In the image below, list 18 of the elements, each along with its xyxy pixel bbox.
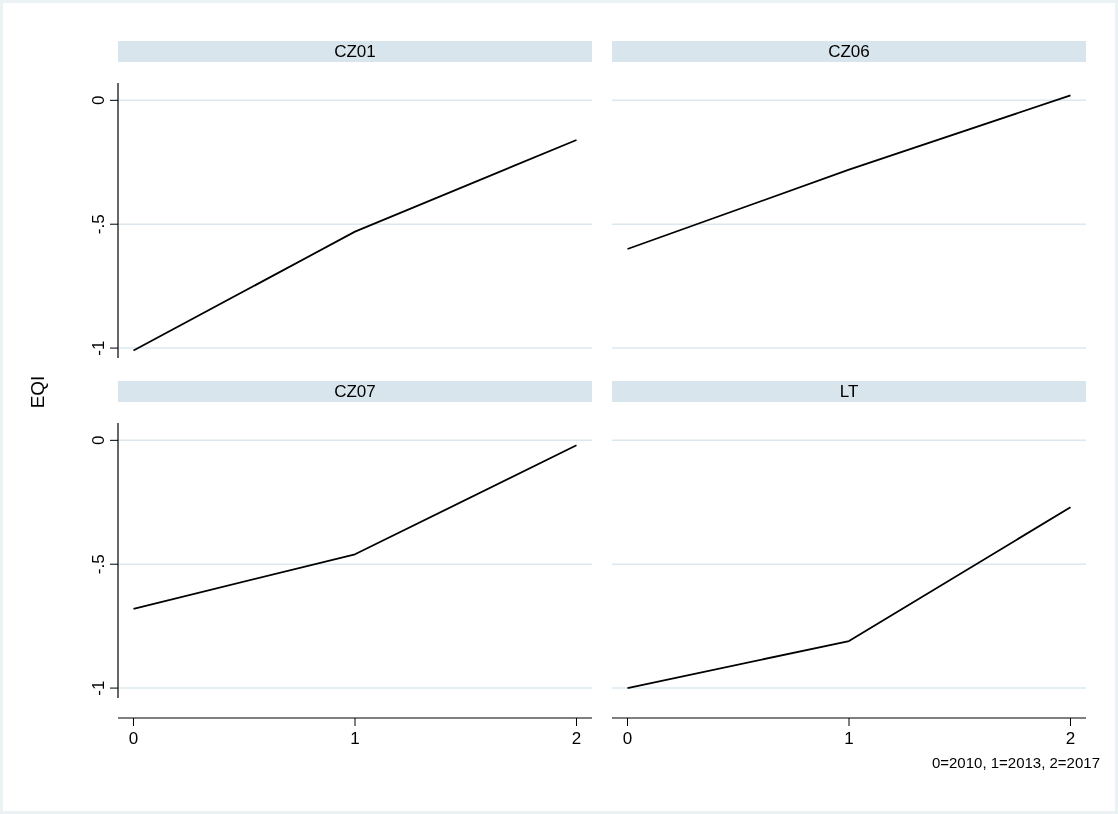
chart-title: CZ01 [334, 42, 376, 61]
x-tick-label: 2 [571, 729, 582, 748]
text: 0=2010, 1=2013, 2=2017 [931, 754, 1100, 771]
y-axis-title: EQI [27, 375, 48, 409]
x-tick-label: 1 [350, 729, 360, 748]
y-tick-label: -.5 [89, 214, 108, 235]
chart-title: CZ06 [828, 42, 870, 61]
chart-title: LT [839, 382, 859, 401]
x-tick-label: 1 [844, 729, 854, 748]
y-tick-label: -1 [89, 340, 108, 356]
y-tick-label: -.5 [89, 554, 108, 575]
y-tick-label: 0 [89, 435, 108, 446]
x-tick-label: 0 [128, 729, 139, 748]
y-tick-label: 0 [89, 95, 108, 106]
y-tick-label: -1 [89, 680, 108, 696]
chart-title: CZ07 [334, 382, 376, 401]
x-tick-label: 2 [1065, 729, 1076, 748]
x-tick-label: 0 [622, 729, 633, 748]
